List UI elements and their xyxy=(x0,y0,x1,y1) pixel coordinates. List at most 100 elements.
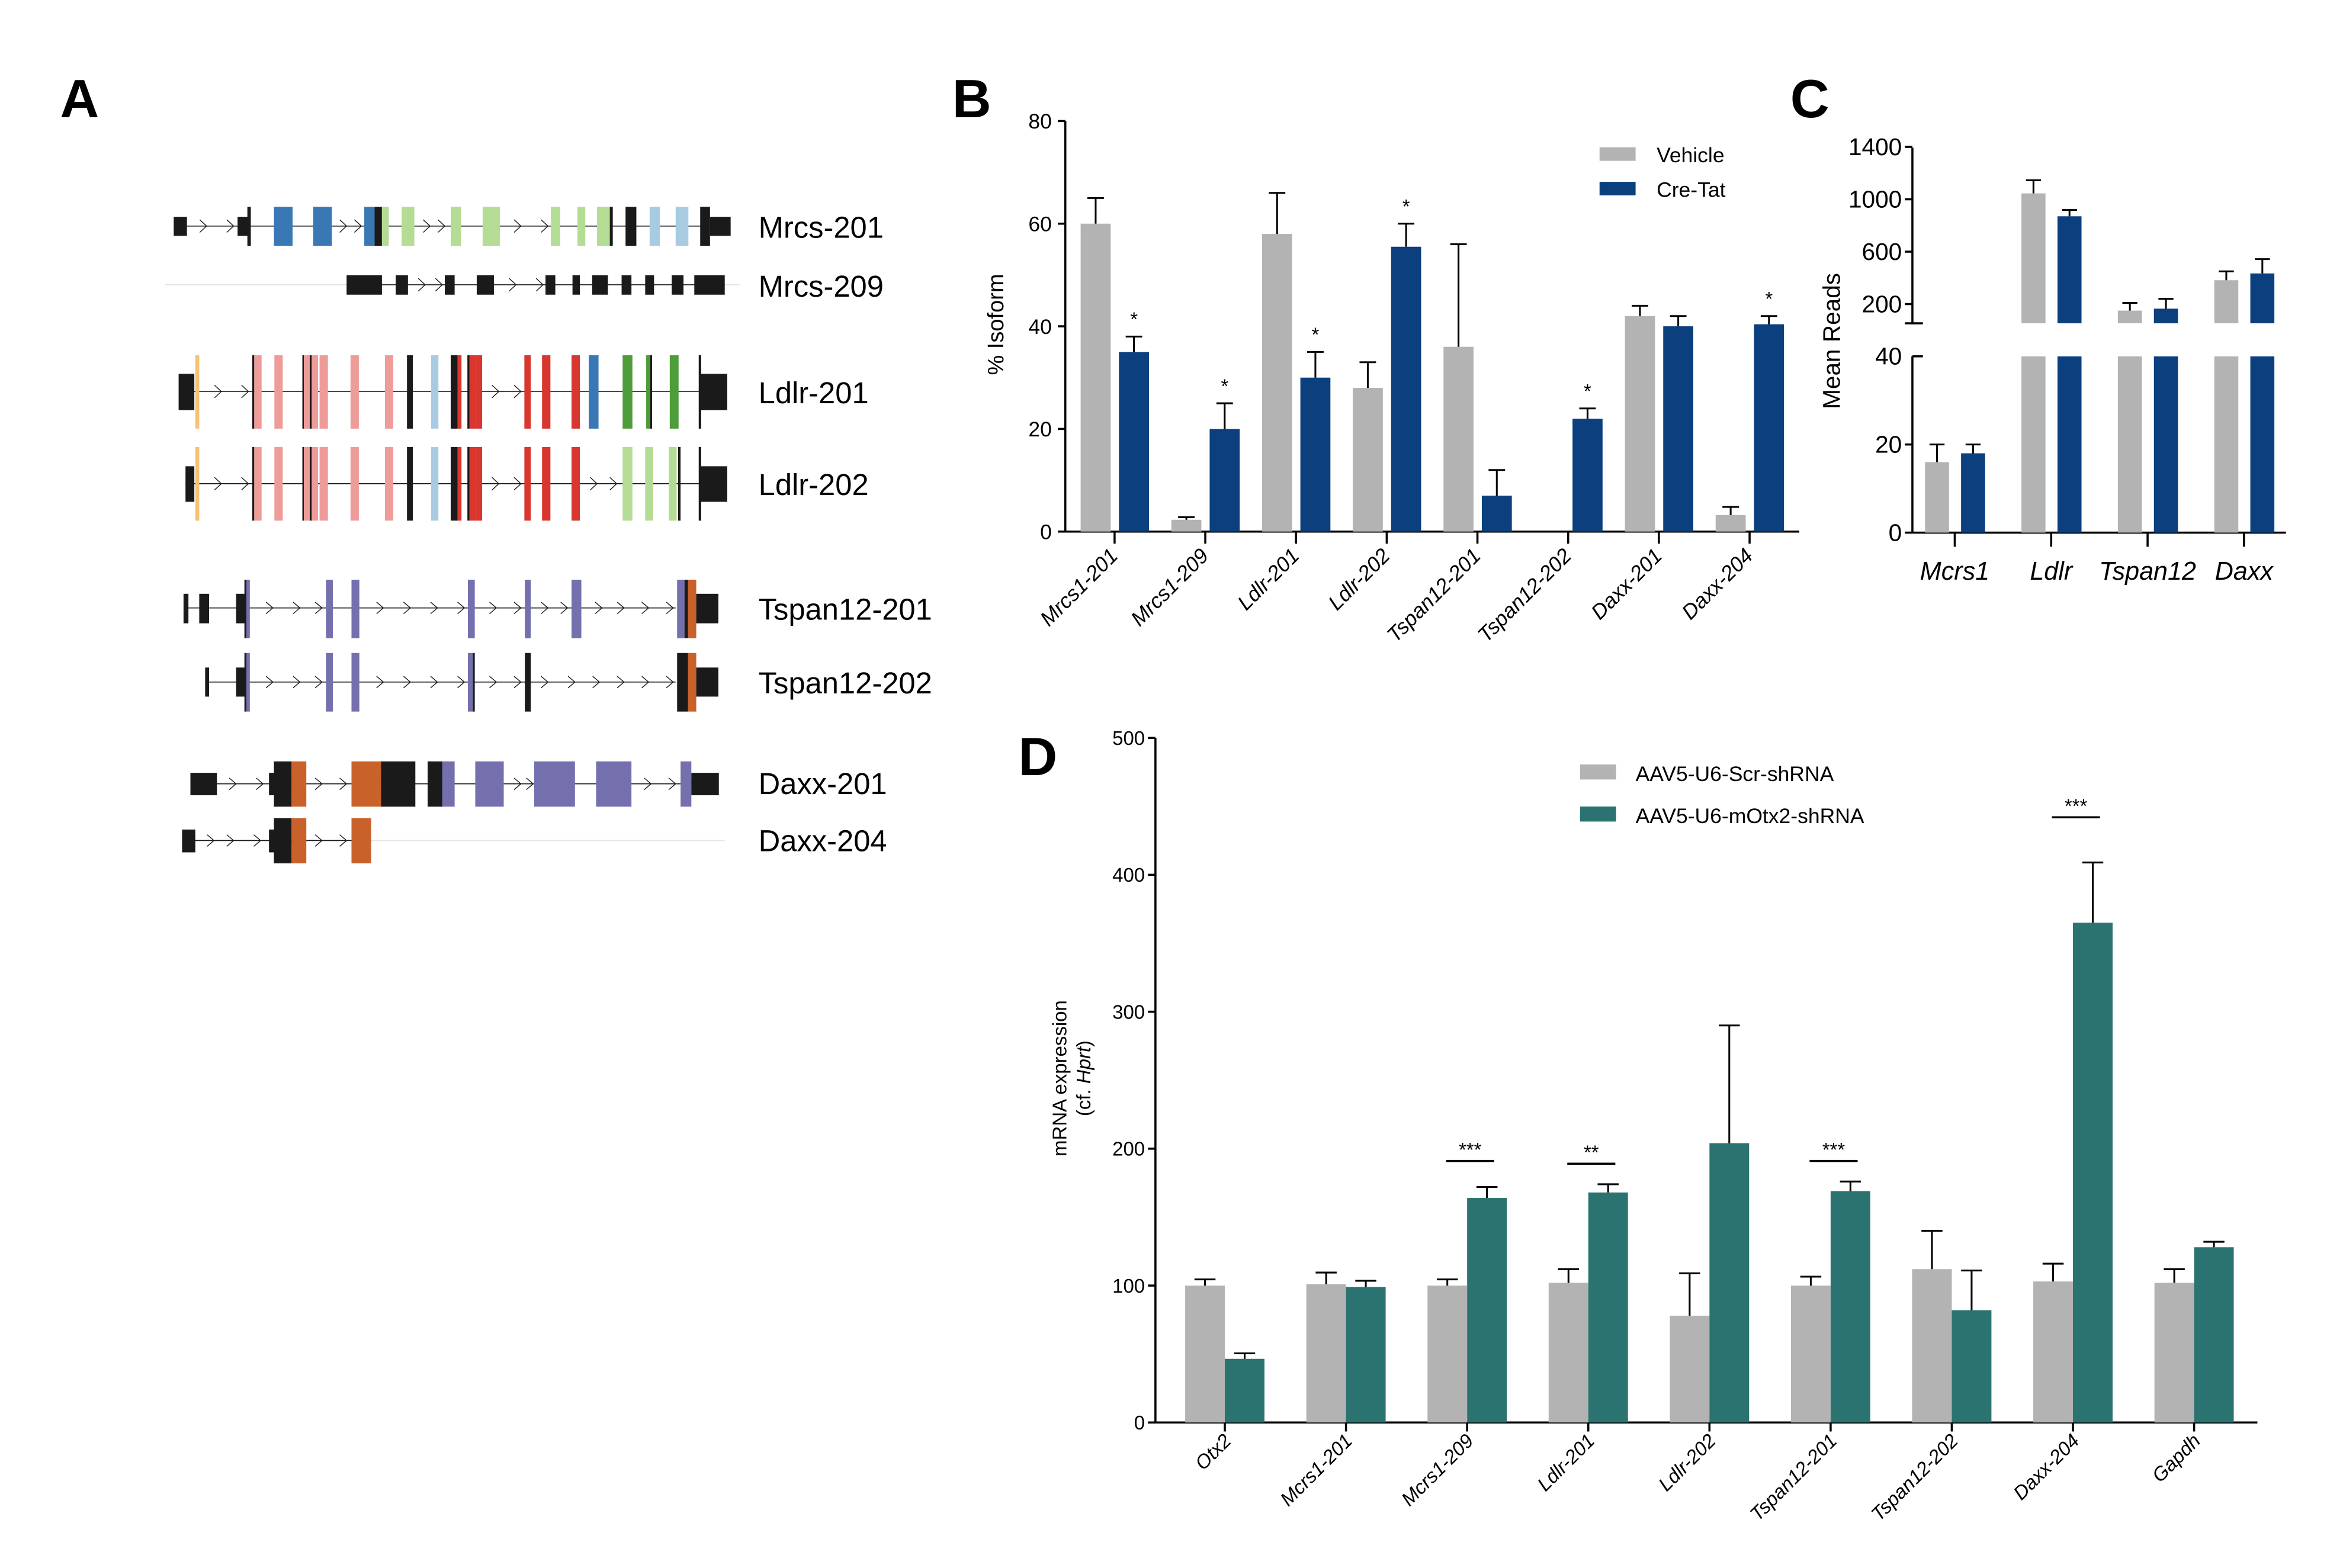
x-category-label: Mrcs1-209 xyxy=(1126,544,1213,631)
exon xyxy=(677,579,685,638)
exon xyxy=(688,579,697,638)
transcript-model xyxy=(165,275,739,295)
bar-aav5-u6-scr-shrna xyxy=(2033,1281,2074,1423)
exon xyxy=(252,446,255,521)
exon xyxy=(302,355,304,429)
bar-vehicle-lower-segment xyxy=(2117,356,2142,533)
exon xyxy=(525,653,531,712)
exon xyxy=(246,653,250,712)
transcript-label: Daxx-204 xyxy=(759,824,887,858)
strand-arrow-icon xyxy=(669,778,676,790)
exon xyxy=(542,446,551,521)
exon xyxy=(700,374,727,410)
bar-aav5-u6-motx2-shrna xyxy=(2194,1247,2234,1423)
exon xyxy=(381,761,416,807)
exon xyxy=(672,275,684,295)
exon xyxy=(700,207,710,246)
exon xyxy=(545,275,556,295)
transcript-label: Tspan12-202 xyxy=(759,666,932,700)
exon xyxy=(237,217,249,236)
exon xyxy=(346,275,382,295)
exon xyxy=(291,818,307,864)
bar-vehicle xyxy=(1171,519,1202,532)
significance-marker: * xyxy=(1584,380,1591,402)
transcript-model xyxy=(205,653,718,712)
y-axis-title-gene: Hprt xyxy=(1073,1046,1095,1084)
significance-marker: *** xyxy=(1459,1139,1482,1161)
strand-arrow-icon xyxy=(266,602,273,614)
strand-arrow-icon xyxy=(541,602,548,614)
legend-swatch-scr-shrna xyxy=(1580,764,1616,780)
exon xyxy=(384,355,393,429)
strand-arrow-icon xyxy=(435,278,442,291)
exon xyxy=(396,275,408,295)
bar-aav5-u6-scr-shrna xyxy=(1427,1286,1468,1423)
strand-arrow-icon xyxy=(214,385,222,397)
y-axis-title: % Isoform xyxy=(984,274,1009,375)
exon xyxy=(274,446,283,521)
panel-a-gene-models: Mrcs-201 Mrcs-209 Ldlr-201 Ldlr-202 Tspan12-… xyxy=(165,207,932,864)
exon xyxy=(450,207,461,246)
legend-swatch-cre-tat xyxy=(1599,182,1636,195)
exon xyxy=(313,207,332,246)
strand-arrow-icon xyxy=(593,676,600,688)
exon xyxy=(351,579,360,638)
bar-vehicle-lower-segment xyxy=(2214,356,2239,533)
exon xyxy=(684,579,688,638)
panel-d-chart: 0 100 200 300 400 500 Otx2 Mcrs1-201 Mcrs1-209 **… xyxy=(1048,727,2258,1525)
strand-arrow-icon xyxy=(527,778,534,790)
strand-arrow-icon xyxy=(514,602,521,614)
exon xyxy=(597,207,610,246)
panel-label-d: D xyxy=(1018,727,1057,787)
strand-arrow-icon xyxy=(568,676,575,688)
strand-arrow-icon xyxy=(293,602,300,614)
bar-cre-tat xyxy=(1572,419,1603,532)
x-category-label: Daxx-201 xyxy=(1586,544,1667,624)
exon xyxy=(431,446,439,521)
y-tick-label: 200 xyxy=(1862,290,1902,317)
bar-aav5-u6-motx2-shrna xyxy=(1225,1358,1264,1423)
x-category-label: Mcrs1-201 xyxy=(1276,1429,1356,1510)
exon xyxy=(468,579,475,638)
exon xyxy=(182,829,195,853)
exon xyxy=(622,446,633,521)
x-category-label: Mrcs1-201 xyxy=(1035,544,1122,631)
x-category-label: Daxx-204 xyxy=(2009,1429,2084,1504)
exon xyxy=(326,579,333,638)
strand-arrow-icon xyxy=(227,835,234,847)
bar-vehicle xyxy=(2021,193,2046,323)
x-category-label: Tspan12-202 xyxy=(1473,544,1576,647)
legend-label-cre-tat: Cre-Tat xyxy=(1657,178,1726,201)
exon xyxy=(677,653,688,712)
y-tick-label: 40 xyxy=(1028,315,1052,339)
y-tick-label: 40 xyxy=(1875,343,1902,370)
exon xyxy=(622,355,633,429)
exon xyxy=(205,667,209,697)
transcript-label: Daxx-201 xyxy=(759,767,887,801)
bar-vehicle xyxy=(2214,280,2239,323)
exon xyxy=(645,275,654,295)
exon xyxy=(309,355,312,429)
exon xyxy=(350,355,359,429)
bar-aav5-u6-motx2-shrna xyxy=(1952,1310,1992,1423)
exon xyxy=(274,761,292,807)
exon xyxy=(645,446,653,521)
exon xyxy=(577,207,586,246)
exon xyxy=(669,355,679,429)
legend-label-scr-shrna: AAV5-U6-Scr-shRNA xyxy=(1636,762,1834,786)
exon xyxy=(244,579,247,638)
exon xyxy=(254,355,262,429)
exon xyxy=(319,355,328,429)
exon xyxy=(688,653,697,712)
strand-arrow-icon xyxy=(514,778,521,790)
exon xyxy=(326,653,333,712)
significance-marker: * xyxy=(1312,324,1320,346)
bar-aav5-u6-scr-shrna xyxy=(1670,1315,1710,1423)
exon xyxy=(312,446,319,521)
exon xyxy=(407,446,413,521)
panel-c-chart: 0 20 40 200 600 1000 1400 Mcrs1 Ldlr Tspan12 Daxx M… xyxy=(1818,133,2286,586)
strand-arrow-icon xyxy=(431,676,438,688)
exon xyxy=(646,355,650,429)
panel-label-a: A xyxy=(60,69,99,129)
